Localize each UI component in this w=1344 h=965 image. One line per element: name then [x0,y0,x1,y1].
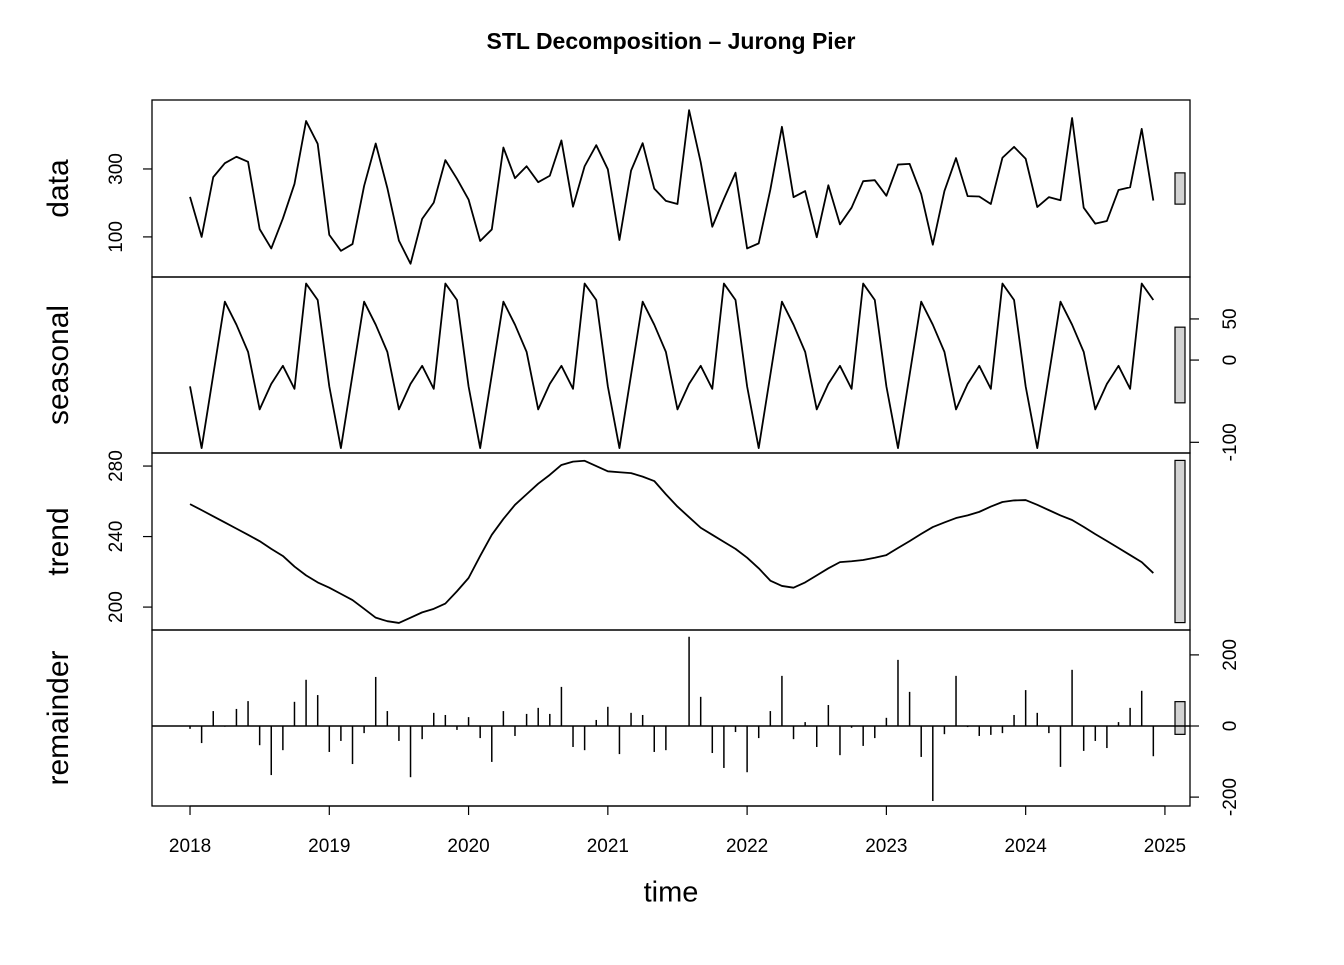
series-line [189,459,1154,624]
panel-label: remainder [42,650,75,785]
x-tick-label: 2024 [1005,836,1048,857]
panel-label: data [42,159,75,218]
y-tick-label: 50 [1220,308,1241,329]
series-line [189,282,1155,449]
panel-label: seasonal [42,305,75,425]
y-tick-label: 0 [1220,355,1241,366]
x-tick-label: 2023 [865,836,907,857]
range-bar [1174,172,1186,205]
panel-frame [151,99,1191,278]
range-bar [1174,459,1186,624]
y-tick-label: 300 [106,153,127,185]
panel-frame [151,629,1191,807]
panel-frame [151,276,1191,454]
x-tick-label: 2025 [1144,836,1186,857]
x-axis-label: time [644,877,699,909]
y-tick-label: 100 [106,221,127,253]
x-tick-label: 2022 [726,836,768,857]
y-tick-label: 280 [106,450,127,482]
y-tick-label: -100 [1220,423,1241,461]
panel-label: trend [42,507,75,575]
y-tick-label: 200 [106,591,127,623]
x-tick-label: 2018 [169,836,211,857]
x-tick-label: 2019 [308,836,350,857]
y-tick-label: 0 [1220,721,1241,732]
y-tick-label: -200 [1220,778,1241,816]
range-bar [1174,326,1186,404]
panel-frame [151,452,1191,631]
range-bar [1174,701,1186,735]
y-tick-label: 200 [1220,639,1241,671]
x-tick-label: 2020 [447,836,489,857]
chart-title: STL Decomposition – Jurong Pier [487,28,856,54]
series-line [189,109,1155,265]
y-tick-label: 240 [106,521,127,553]
x-tick-label: 2021 [587,836,629,857]
